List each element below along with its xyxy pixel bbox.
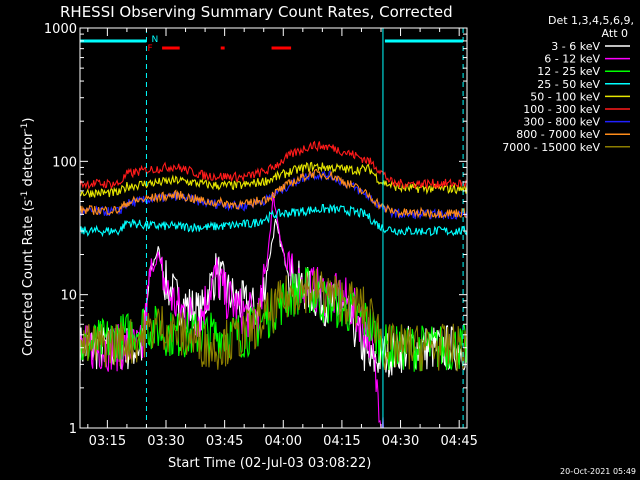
x-tick-label-1: 03:15 — [89, 434, 126, 449]
y-tick-label-4: 1000 — [44, 22, 77, 37]
series-line-1 — [80, 218, 467, 378]
y-axis-label-end: ) — [21, 118, 36, 123]
y-axis-label: Corrected Count Rate (s-1 detector-1) — [20, 118, 36, 356]
legend-label-8: 800 - 7000 keV — [516, 128, 600, 141]
footer-timestamp: 20-Oct-2021 05:49 — [560, 467, 636, 476]
legend-label-4: 25 - 50 keV — [537, 78, 600, 91]
x-tick-label-2: 03:30 — [147, 434, 184, 449]
x-tick-label-6: 04:30 — [382, 434, 419, 449]
legend-label-5: 50 - 100 keV — [530, 90, 600, 103]
legend-label-1: 3 - 6 keV — [551, 40, 600, 53]
marks-layer: NF — [80, 28, 464, 428]
y-tick-label-2: 10 — [60, 289, 77, 304]
legend-label-7: 300 - 800 keV — [523, 116, 600, 129]
flag-label-n: N — [151, 35, 158, 45]
x-tick-label-3: 03:45 — [206, 434, 243, 449]
series-layer — [80, 140, 467, 428]
legend-header-line1: Det 1,3,4,5,6,9, — [548, 14, 634, 27]
y-axis-label-mid: detector — [21, 131, 36, 191]
axis-ticks: 1 10 100 1000 03:15 03:30 03:45 04:00 04:15 04:30… — [44, 22, 478, 449]
legend-label-9: 7000 - 15000 keV — [502, 141, 600, 154]
x-tick-label-4: 04:00 — [265, 434, 302, 449]
series-line-4 — [80, 203, 467, 238]
y-axis-label-sup2: -1 — [20, 123, 30, 132]
series-line-6 — [80, 140, 467, 191]
legend-label-6: 100 - 300 keV — [523, 103, 600, 116]
x-tick-label-5: 04:15 — [323, 434, 360, 449]
y-axis-label-main: Corrected Count Rate (s — [21, 199, 36, 356]
x-tick-label-7: 04:45 — [440, 434, 477, 449]
legend-header-line2: Att 0 — [602, 27, 628, 40]
chart-title: RHESSI Observing Summary Count Rates, Co… — [60, 3, 453, 21]
series-line-9 — [80, 268, 467, 372]
legend-label-2: 6 - 12 keV — [544, 53, 600, 66]
y-tick-label-3: 100 — [52, 155, 77, 170]
flag-label-f: F — [147, 44, 152, 54]
x-axis-label: Start Time (02-Jul-03 03:08:22) — [168, 456, 371, 471]
y-tick-label-1: 1 — [69, 422, 77, 437]
plot-frame — [79, 27, 468, 429]
legend-label-3: 12 - 25 keV — [537, 65, 600, 78]
y-axis-label-sup1: -1 — [20, 191, 30, 200]
series-line-2 — [80, 192, 384, 428]
series-line-8 — [80, 168, 467, 220]
